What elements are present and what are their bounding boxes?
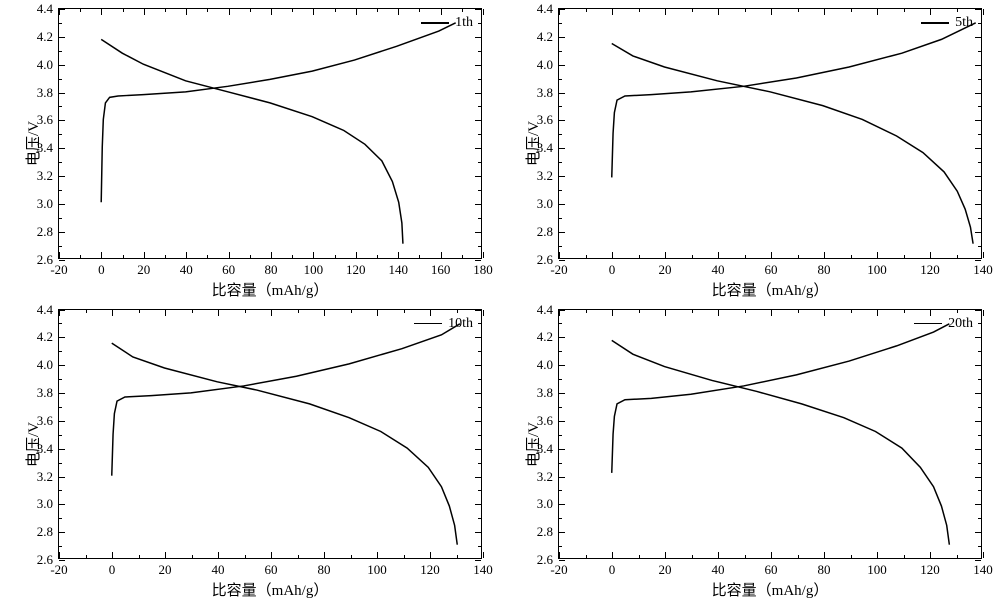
plot-area: 2.62.83.03.23.43.63.84.04.24.4-200204060… [558,8,982,259]
ylabel: 电压/V [522,422,543,467]
curves [559,310,981,559]
ylabel: 电压/V [22,422,43,467]
xtick-label: 20 [659,558,672,578]
plot-area: 2.62.83.03.23.43.63.84.04.24.4-200204060… [58,309,482,560]
ytick-label: 4.4 [37,1,59,17]
ylabel: 电压/V [22,121,43,166]
xtick-label: 120 [920,258,940,278]
xtick-label: 40 [712,258,725,278]
xtick-label: 0 [609,258,616,278]
ytick-label: 4.0 [37,57,59,73]
ytick-label: 4.0 [37,357,59,373]
curves [559,9,981,258]
xtick-label: 120 [346,258,366,278]
xtick-label: 0 [609,558,616,578]
discharge-curve [612,340,950,544]
ytick-label: 3.0 [37,196,59,212]
ytick-label: 4.0 [537,357,559,373]
discharge-curve [612,44,973,244]
discharge-curve [101,39,403,243]
xtick-label: 60 [265,558,278,578]
ytick-label: 2.8 [37,524,59,540]
ytick-label: 3.8 [37,85,59,101]
curves [59,310,481,559]
charge-curve [612,23,976,178]
xtick-label: 0 [109,558,116,578]
xtick-label: 140 [973,558,993,578]
panel-1th: 2.62.83.03.23.43.63.84.04.24.4-200204060… [0,0,500,301]
ytick-label: 3.0 [37,496,59,512]
ytick-label: 4.2 [537,29,559,45]
ytick-label: 3.2 [37,168,59,184]
ytick-label: 4.0 [537,57,559,73]
ytick-label: 3.2 [537,168,559,184]
ytick-label: 4.4 [537,302,559,318]
xtick-label: 80 [818,558,831,578]
ytick-label: 2.8 [37,224,59,240]
ylabel: 电压/V [522,121,543,166]
ytick-label: 4.2 [37,329,59,345]
ytick-label: 2.8 [537,524,559,540]
xtick-label: 60 [765,558,778,578]
ytick-label: 3.8 [537,85,559,101]
xtick-label: 60 [222,258,235,278]
xtick-label: 40 [180,258,193,278]
discharge-curve [112,343,458,545]
ytick-label: 4.2 [537,329,559,345]
xtick-label: -20 [550,258,567,278]
plot-area: 2.62.83.03.23.43.63.84.04.24.4-200204060… [58,8,482,259]
xlabel: 比容量（mAh/g） [710,279,830,300]
xtick-label: 80 [265,258,278,278]
ytick-label: 3.2 [537,469,559,485]
xtick-label: -20 [550,558,567,578]
xtick-label: 20 [659,258,672,278]
xlabel: 比容量（mAh/g） [210,279,330,300]
xlabel: 比容量（mAh/g） [710,579,830,600]
ytick-label: 3.8 [537,385,559,401]
panel-10th: 2.62.83.03.23.43.63.84.04.24.4-200204060… [0,301,500,601]
ytick-label: 3.0 [537,496,559,512]
xtick-label: 40 [712,558,725,578]
xtick-label: 80 [318,558,331,578]
chart-grid: 2.62.83.03.23.43.63.84.04.24.4-200204060… [0,0,1000,601]
ytick-label: 2.8 [537,224,559,240]
xtick-label: 140 [388,258,408,278]
xtick-label: -20 [50,258,67,278]
xtick-label: 20 [159,558,172,578]
panel-5th: 2.62.83.03.23.43.63.84.04.24.4-200204060… [500,0,1000,301]
charge-curve [101,23,455,202]
xtick-label: 0 [98,258,105,278]
ytick-label: 4.4 [37,302,59,318]
panel-20th: 2.62.83.03.23.43.63.84.04.24.4-200204060… [500,301,1000,601]
xtick-label: 180 [473,258,493,278]
xtick-label: 20 [137,258,150,278]
ytick-label: 3.2 [37,469,59,485]
ytick-label: 4.2 [37,29,59,45]
ytick-label: 3.0 [537,196,559,212]
xtick-label: -20 [50,558,67,578]
xtick-label: 60 [765,258,778,278]
xtick-label: 40 [212,558,225,578]
xtick-label: 100 [867,558,887,578]
charge-curve [112,323,460,475]
ytick-label: 4.4 [537,1,559,17]
xtick-label: 140 [973,258,993,278]
xtick-label: 100 [367,558,387,578]
curves [59,9,481,258]
xtick-label: 80 [818,258,831,278]
xtick-label: 120 [420,558,440,578]
xlabel: 比容量（mAh/g） [210,579,330,600]
plot-area: 2.62.83.03.23.43.63.84.04.24.4-200204060… [558,309,982,560]
xtick-label: 100 [867,258,887,278]
xtick-label: 120 [920,558,940,578]
xtick-label: 160 [431,258,451,278]
xtick-label: 100 [304,258,324,278]
ytick-label: 3.8 [37,385,59,401]
xtick-label: 140 [473,558,493,578]
